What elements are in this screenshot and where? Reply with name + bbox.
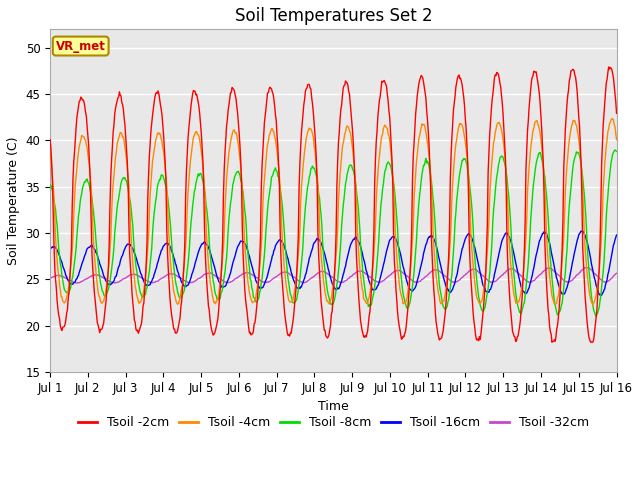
X-axis label: Time: Time	[318, 400, 349, 413]
Y-axis label: Soil Temperature (C): Soil Temperature (C)	[7, 136, 20, 265]
Text: VR_met: VR_met	[56, 39, 106, 52]
Title: Soil Temperatures Set 2: Soil Temperatures Set 2	[234, 7, 432, 25]
Legend: Tsoil -2cm, Tsoil -4cm, Tsoil -8cm, Tsoil -16cm, Tsoil -32cm: Tsoil -2cm, Tsoil -4cm, Tsoil -8cm, Tsoi…	[73, 411, 594, 434]
